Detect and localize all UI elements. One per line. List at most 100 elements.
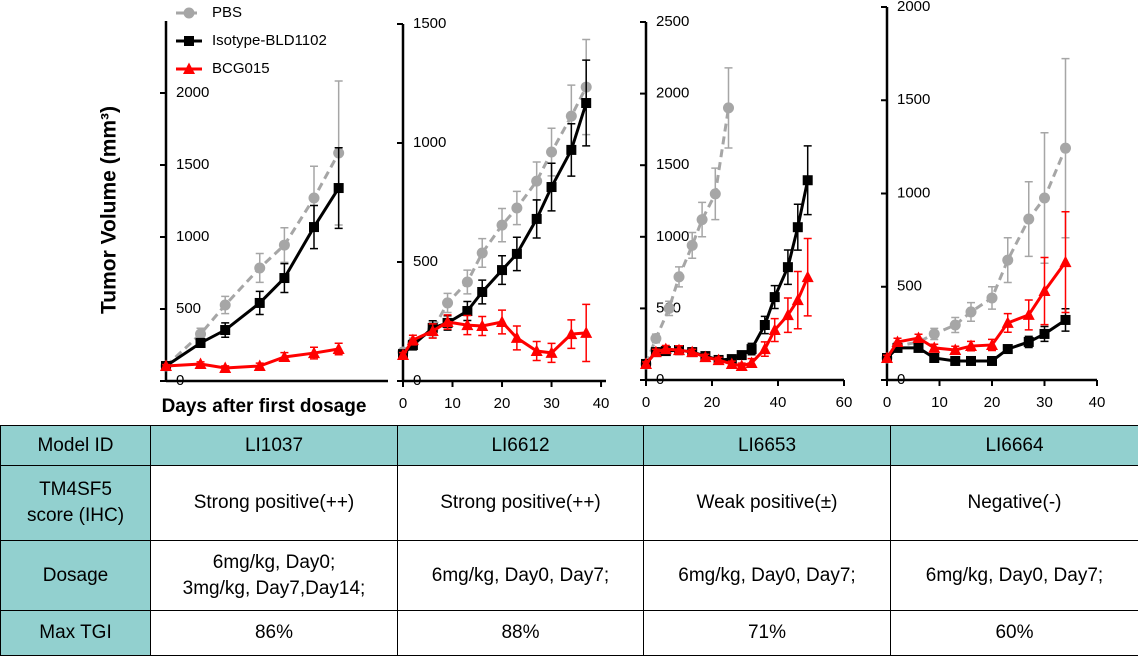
data-point [476,247,488,259]
data-point [477,286,488,297]
table-cell: LI6612 [397,425,644,466]
data-point [546,182,557,193]
table-header: Model ID LI1037 LI6612 LI6653 LI6664 [0,425,1138,466]
data-point [397,348,409,361]
data-point [160,359,172,372]
x-tick-label: 20 [704,394,721,411]
data-point [709,188,721,200]
data-point [194,357,207,370]
data-point [278,350,291,362]
cell-line: 6mg/kg, Day0; [212,551,336,573]
legend-label: BCG015 [212,60,270,77]
x-tick-label: 40 [1089,394,1106,411]
table-cell: 6mg/kg, Day0; 3mg/kg, Day7,Day14; [150,540,398,611]
data-point [986,338,998,350]
table-cell: 6mg/kg, Day0, Day7; [397,540,644,611]
legend-label: PBS [212,4,242,21]
data-point [476,319,489,332]
table-cell: Strong positive(++) [150,465,398,541]
data-point [649,345,662,358]
x-tick-label: 30 [1036,394,1053,411]
data-point [219,299,231,311]
data-point [802,175,813,186]
table-cell: LI6653 [643,425,891,466]
data-point [546,146,558,158]
legend-marker [183,62,195,74]
data-point [461,318,474,331]
x-tick-label: 10 [931,394,948,411]
data-point [309,222,319,233]
legend-label: Isotype-BLD1102 [212,32,327,49]
data-point [640,357,652,369]
data-point [759,320,770,331]
series-line [885,147,1067,359]
data-point [987,355,997,366]
y-tick-label: 1500 [176,156,209,173]
data-point [673,271,685,283]
data-point [746,344,757,355]
data-point [912,331,925,344]
table-cell: 6mg/kg, Day0, Day7; [890,540,1138,611]
x-tick-label: 0 [399,395,407,412]
data-point [949,343,962,355]
data-point [673,343,685,356]
data-point [913,342,924,353]
y-tick-label: 500 [897,278,922,295]
data-point [699,350,712,363]
data-point [965,339,977,352]
data-point [659,342,672,355]
y-tick-label: 0 [413,372,421,389]
data-point [1039,192,1050,204]
data-point [530,344,543,357]
data-point [736,350,747,361]
data-point [758,342,771,355]
y-tick-label: 500 [413,253,438,270]
data-point [1038,284,1051,297]
data-point [461,276,473,288]
cell-line: TM4SF5 [39,479,112,500]
x-tick-label: 40 [593,395,610,412]
data-point [1001,316,1014,328]
y-tick-label: 2000 [897,0,930,15]
data-point [801,270,814,283]
table-cell: Weak positive(±) [643,465,891,541]
data-point [791,293,804,306]
x-tick-label: 20 [984,394,1001,411]
data-point [928,328,940,340]
data-point [663,302,675,314]
data-point [511,202,523,214]
y-tick-label: 1500 [656,156,689,173]
data-point [745,356,758,368]
data-point [308,346,320,359]
y-tick-label: 0 [656,371,664,388]
data-point [253,359,266,372]
data-point [1002,344,1013,355]
data-point [220,325,231,336]
table-cell: Max TGI [0,610,151,656]
table-cell: 6mg/kg, Day0, Day7; [643,540,891,611]
x-axis-label: Days after first dosage [162,396,367,417]
data-point [497,265,508,276]
table-cell: Model ID [0,425,151,466]
data-point [891,335,904,347]
data-point [1002,254,1014,266]
y-axis-label: Tumor Volume (mm³) [98,106,121,314]
series-line [401,86,588,354]
table-cell: 60% [890,610,1138,656]
data-point [986,292,998,304]
table-cell: 71% [643,610,891,656]
table-row: Max TGI 86% 88% 71% 60% [0,610,1138,656]
legend-marker [184,36,194,46]
data-point [195,328,207,340]
y-tick-label: 0 [176,372,184,389]
data-point [1023,213,1035,225]
data-point [1023,336,1034,347]
y-tick-label: 1500 [413,15,446,32]
data-point [462,306,473,317]
table-cell: 86% [150,610,398,656]
data-point [581,98,592,109]
data-point [406,333,419,346]
data-point [195,337,206,348]
data-point [496,219,508,231]
